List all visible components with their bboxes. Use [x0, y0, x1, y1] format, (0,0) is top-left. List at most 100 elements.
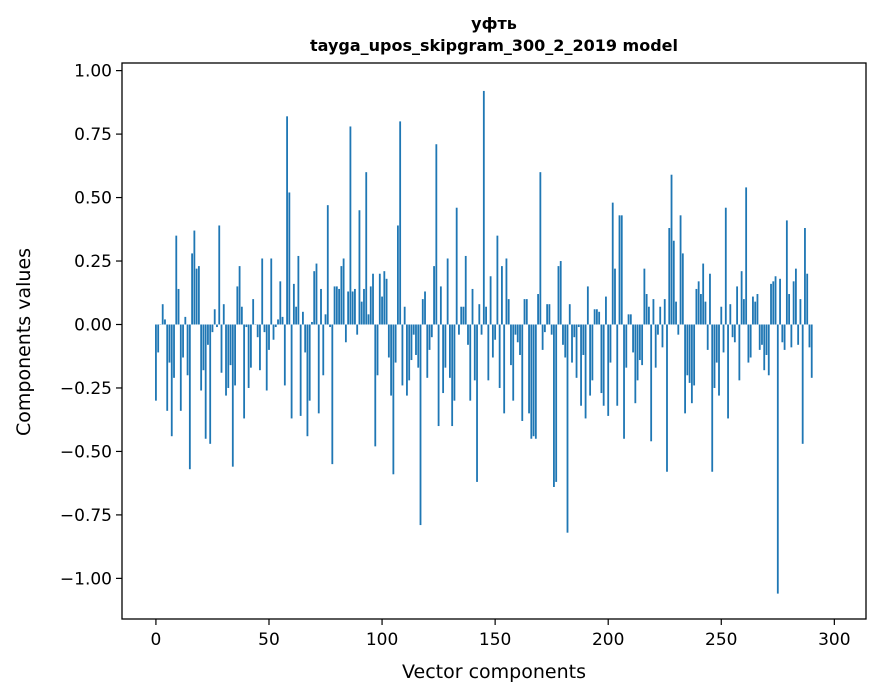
bar-84: [344, 324, 347, 343]
bar-32: [227, 324, 230, 388]
bar-186: [575, 324, 578, 378]
bar-114: [412, 324, 415, 335]
bar-128: [444, 324, 447, 368]
bar-90: [358, 210, 361, 325]
bar-119: [424, 291, 426, 325]
plot-frame: [121, 62, 867, 620]
bar-52: [272, 324, 275, 340]
bar-71: [315, 263, 318, 325]
bar-253: [727, 324, 729, 419]
bar-137: [464, 255, 467, 325]
bar-250: [720, 306, 723, 325]
y-axis-label: Components values: [13, 248, 35, 436]
bar-175: [550, 324, 553, 335]
bar-158: [512, 324, 515, 401]
bar-100: [381, 296, 383, 325]
bar-14: [186, 324, 189, 376]
bar-59: [288, 192, 291, 325]
bar-94: [367, 314, 370, 325]
bar-15: [188, 324, 191, 470]
y-tick-label: 0.25: [74, 252, 112, 272]
bar-172: [543, 324, 546, 333]
bar-122: [430, 324, 433, 338]
bar-269: [763, 324, 766, 371]
bar-237: [690, 324, 693, 404]
bar-80: [335, 286, 338, 325]
bar-17: [193, 230, 196, 325]
bar-203: [614, 268, 616, 325]
bar-239: [695, 288, 698, 325]
bar-43: [252, 299, 255, 325]
bar-35: [234, 324, 236, 386]
bar-135: [460, 306, 463, 325]
bar-65: [302, 311, 304, 325]
bar-39: [243, 324, 246, 419]
bar-124: [435, 144, 438, 325]
bar-273: [772, 281, 775, 325]
bar-221: [654, 324, 657, 368]
bar-89: [356, 324, 359, 335]
bar-218: [648, 306, 650, 325]
bar-191: [586, 286, 589, 325]
bar-274: [774, 276, 777, 325]
bar-161: [519, 324, 521, 355]
bar-162: [521, 324, 524, 421]
bar-82: [340, 266, 343, 325]
bar-21: [202, 324, 205, 371]
bar-267: [758, 324, 761, 350]
bar-147: [487, 324, 490, 381]
bar-78: [331, 324, 334, 465]
bar-75: [324, 314, 327, 325]
bar-48: [263, 324, 266, 333]
bar-45: [256, 324, 259, 338]
bar-185: [573, 324, 576, 338]
bar-30: [222, 304, 225, 325]
bar-280: [788, 294, 791, 325]
bar-121: [428, 324, 431, 350]
bar-278: [783, 324, 786, 350]
bar-91: [360, 301, 363, 325]
bar-95: [369, 286, 372, 325]
chart-subtitle: tayga_upos_skipgram_300_2_2019 model: [310, 36, 678, 55]
bar-168: [534, 324, 537, 439]
bar-125: [437, 324, 440, 427]
bar-194: [593, 309, 596, 325]
bar-208: [625, 324, 628, 368]
bar-178: [557, 266, 560, 325]
y-tick-label: 0.50: [74, 189, 112, 209]
y-tick-label: −1.00: [60, 569, 112, 589]
bar-219: [650, 324, 653, 442]
bar-252: [724, 207, 727, 325]
bar-196: [598, 311, 601, 325]
bar-206: [620, 215, 623, 325]
bar-10: [177, 288, 180, 325]
bar-181: [564, 324, 567, 358]
bar-40: [245, 324, 248, 328]
bar-166: [530, 324, 533, 439]
x-tick-label: 200: [592, 630, 624, 650]
bar-242: [702, 263, 705, 325]
bar-108: [399, 121, 402, 325]
bar-141: [473, 324, 476, 381]
bar-255: [731, 324, 734, 338]
bar-11: [179, 324, 182, 411]
bar-106: [394, 324, 397, 363]
bar-160: [516, 324, 519, 343]
bar-118: [421, 299, 424, 325]
bar-259: [740, 271, 743, 325]
bar-223: [659, 306, 662, 325]
bar-20: [200, 324, 203, 391]
bar-179: [559, 261, 562, 325]
bar-270: [765, 324, 768, 355]
bar-167: [532, 324, 535, 437]
bar-290: [810, 324, 813, 378]
bar-169: [537, 294, 539, 325]
bar-164: [525, 299, 528, 325]
bar-187: [577, 324, 580, 328]
bar-29: [220, 324, 223, 373]
bar-63: [297, 255, 300, 325]
bar-64: [299, 324, 302, 416]
bar-120: [426, 324, 429, 378]
